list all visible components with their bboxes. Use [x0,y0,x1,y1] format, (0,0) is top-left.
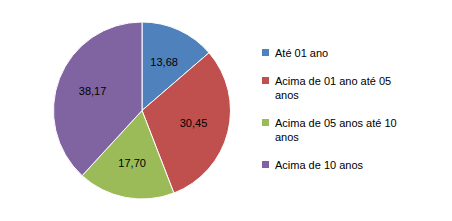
svg-text:13,68: 13,68 [150,56,178,68]
html-text:Acima de 05 anos até 10 anos: Acima de 05 anos até 10 anos [275,116,397,143]
svg-text:38,17: 38,17 [79,85,107,97]
html-text:Acima de 10 anos: Acima de 10 anos [275,158,364,171]
svg-text:30,45: 30,45 [180,117,208,129]
svg-text:17,70: 17,70 [118,157,146,169]
html-text:Acima de 01 ano até 05 anos: Acima de 01 ano até 05 anos [275,74,392,101]
html-text:Até 01 ano: Até 01 ano [275,46,329,59]
